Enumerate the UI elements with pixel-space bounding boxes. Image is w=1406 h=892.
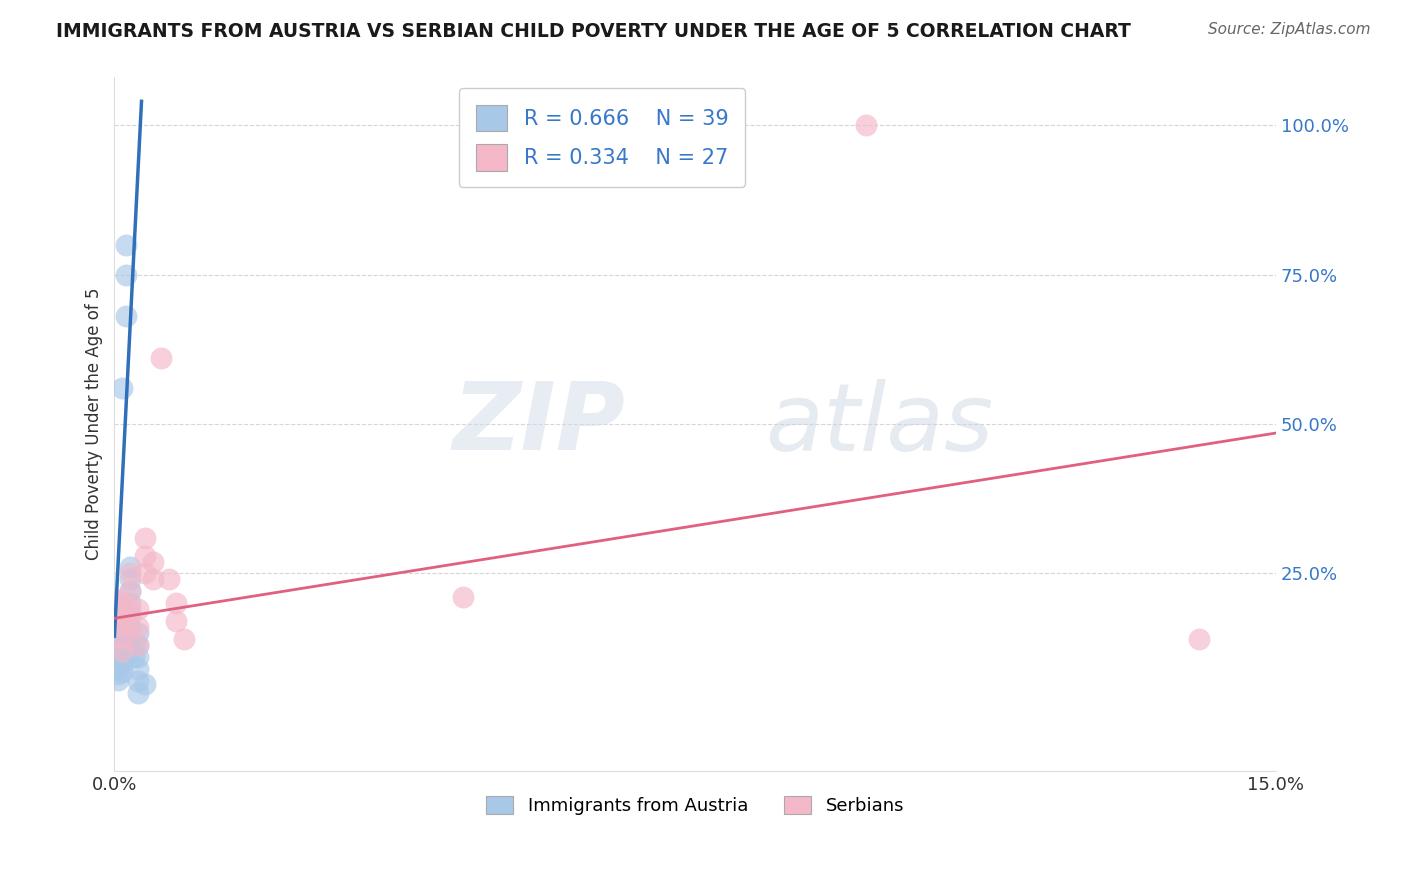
Point [118, 632, 141, 647]
Point [111, 632, 134, 647]
Point [118, 584, 141, 599]
Point [111, 602, 134, 616]
Point [107, 673, 129, 687]
Point [134, 677, 156, 691]
Point [127, 626, 149, 640]
Point [111, 620, 134, 634]
Point [122, 650, 145, 665]
Point [134, 531, 156, 545]
Point [855, 118, 877, 132]
Point [127, 602, 149, 616]
Point [107, 653, 129, 667]
Point [118, 602, 141, 616]
Point [107, 599, 129, 614]
Point [122, 638, 145, 652]
Point [118, 644, 141, 658]
Point [111, 632, 134, 647]
Text: IMMIGRANTS FROM AUSTRIA VS SERBIAN CHILD POVERTY UNDER THE AGE OF 5 CORRELATION : IMMIGRANTS FROM AUSTRIA VS SERBIAN CHILD… [56, 22, 1130, 41]
Point [118, 566, 141, 581]
Point [165, 615, 187, 629]
Y-axis label: Child Poverty Under the Age of 5: Child Poverty Under the Age of 5 [86, 288, 103, 560]
Text: Source: ZipAtlas.com: Source: ZipAtlas.com [1208, 22, 1371, 37]
Point [142, 555, 165, 569]
Point [118, 608, 141, 623]
Point [127, 638, 149, 652]
Point [142, 573, 165, 587]
Point [134, 566, 156, 581]
Point [111, 656, 134, 670]
Point [107, 632, 129, 647]
Point [107, 661, 129, 675]
Point [127, 686, 149, 700]
Point [107, 644, 129, 658]
Point [165, 596, 187, 610]
Text: atlas: atlas [765, 378, 993, 469]
Point [107, 593, 129, 607]
Point [111, 620, 134, 634]
Point [118, 596, 141, 610]
Point [157, 573, 180, 587]
Point [127, 620, 149, 634]
Point [115, 268, 138, 282]
Point [111, 615, 134, 629]
Point [111, 608, 134, 623]
Legend: Immigrants from Austria, Serbians: Immigrants from Austria, Serbians [477, 787, 914, 824]
Point [127, 650, 149, 665]
Point [451, 591, 474, 605]
Point [111, 638, 134, 652]
Point [107, 615, 129, 629]
Point [111, 624, 134, 638]
Point [111, 647, 134, 661]
Point [173, 632, 195, 647]
Point [149, 351, 172, 366]
Point [107, 638, 129, 652]
Point [107, 666, 129, 681]
Text: ZIP: ZIP [453, 378, 626, 470]
Point [118, 620, 141, 634]
Point [111, 381, 134, 395]
Point [111, 644, 134, 658]
Point [115, 310, 138, 324]
Point [111, 596, 134, 610]
Point [118, 620, 141, 634]
Point [134, 549, 156, 563]
Point [111, 665, 134, 679]
Point [118, 584, 141, 599]
Point [127, 638, 149, 652]
Point [127, 662, 149, 676]
Point [115, 237, 138, 252]
Point [111, 611, 134, 625]
Point [127, 674, 149, 689]
Point [118, 573, 141, 587]
Point [1187, 632, 1209, 647]
Point [118, 560, 141, 574]
